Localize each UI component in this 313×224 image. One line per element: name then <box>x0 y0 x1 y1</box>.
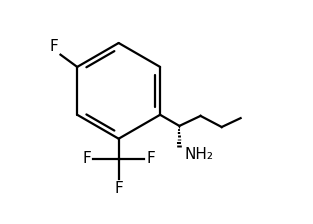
Text: F: F <box>82 151 91 166</box>
Text: F: F <box>49 39 58 54</box>
Text: F: F <box>146 151 155 166</box>
Text: F: F <box>114 181 123 196</box>
Text: NH₂: NH₂ <box>185 147 214 162</box>
